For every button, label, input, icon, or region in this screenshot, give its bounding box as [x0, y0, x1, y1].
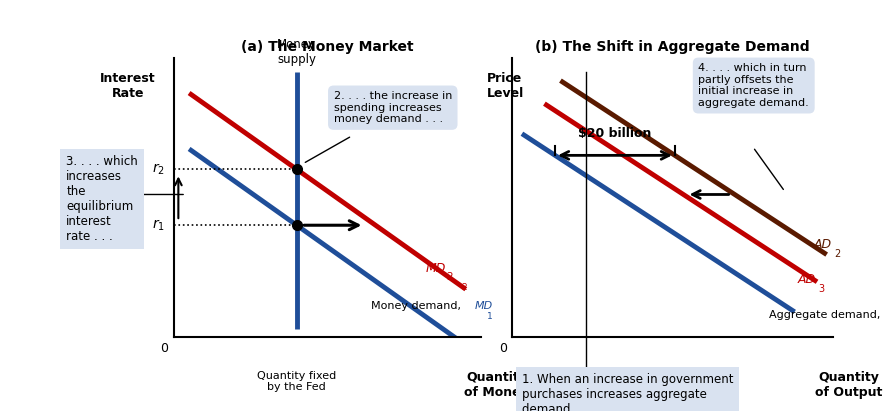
Title: (b) The Shift in Aggregate Demand: (b) The Shift in Aggregate Demand	[535, 39, 810, 53]
Text: Interest
Rate: Interest Rate	[100, 72, 155, 99]
Text: AD: AD	[813, 238, 832, 251]
Text: Quantity fixed
by the Fed: Quantity fixed by the Fed	[257, 371, 336, 392]
Text: Money
supply: Money supply	[277, 38, 316, 66]
Text: 1. When an increase in government
purchases increases aggregate
demand . . .: 1. When an increase in government purcha…	[522, 373, 733, 411]
Text: 2: 2	[446, 272, 453, 282]
Text: Aggregate demand,: Aggregate demand,	[769, 310, 884, 320]
Text: MD: MD	[426, 262, 446, 275]
Text: Price
Level: Price Level	[486, 72, 524, 99]
Title: (a) The Money Market: (a) The Money Market	[241, 39, 413, 53]
Text: Quantity
of Output: Quantity of Output	[815, 371, 883, 399]
Text: 3: 3	[819, 284, 825, 294]
Text: $20 billion: $20 billion	[578, 127, 651, 140]
Text: AD: AD	[797, 273, 816, 286]
Text: $r_1$: $r_1$	[151, 217, 165, 233]
Text: 0: 0	[499, 342, 507, 355]
Text: Money demand,: Money demand,	[372, 301, 472, 311]
Text: 3. . . . which
increases
the
equilibrium
interest
rate . . .: 3. . . . which increases the equilibrium…	[66, 155, 138, 243]
Text: 1: 1	[486, 312, 493, 321]
Text: 2. . . . the increase in
spending increases
money demand . . .: 2. . . . the increase in spending increa…	[333, 91, 452, 124]
Text: MD: MD	[475, 301, 494, 311]
Text: $r_2$: $r_2$	[151, 162, 165, 177]
Text: 2: 2	[462, 282, 467, 291]
Text: Quantity
of Money: Quantity of Money	[464, 371, 529, 399]
Text: 2: 2	[835, 249, 841, 259]
Text: 0: 0	[160, 342, 168, 355]
Text: 4. . . . which in turn
partly offsets the
initial increase in
aggregate demand.: 4. . . . which in turn partly offsets th…	[699, 63, 809, 108]
